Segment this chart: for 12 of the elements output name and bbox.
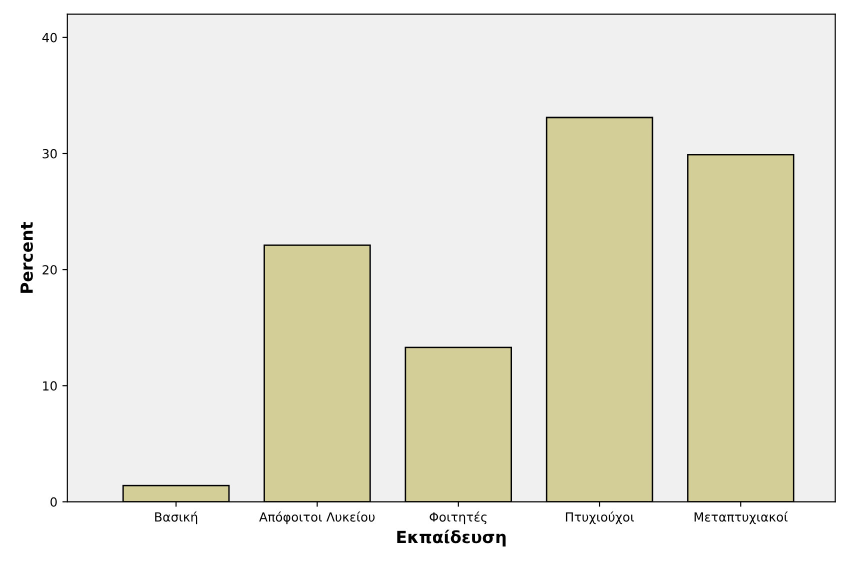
y-tick-label: 0 bbox=[50, 497, 57, 507]
y-tick-label: 10 bbox=[43, 381, 57, 391]
y-tick-label: 40 bbox=[42, 32, 57, 42]
x-tick-label: Πτυχιούχοι bbox=[566, 512, 634, 524]
x-axis-title: Εκπαίδευση bbox=[397, 530, 506, 546]
x-tick-label: Απόφοιτοι Λυκείου bbox=[259, 512, 375, 524]
y-axis-title: Percent bbox=[20, 222, 33, 293]
y-tick-label: 20 bbox=[42, 265, 57, 275]
x-tick-label: Φοιτητές bbox=[430, 512, 487, 524]
x-tick-label: Μεταπτυχιακοί bbox=[694, 512, 788, 524]
y-tick-label: 30 bbox=[42, 148, 57, 158]
x-tick-label: Βασική bbox=[155, 512, 198, 524]
